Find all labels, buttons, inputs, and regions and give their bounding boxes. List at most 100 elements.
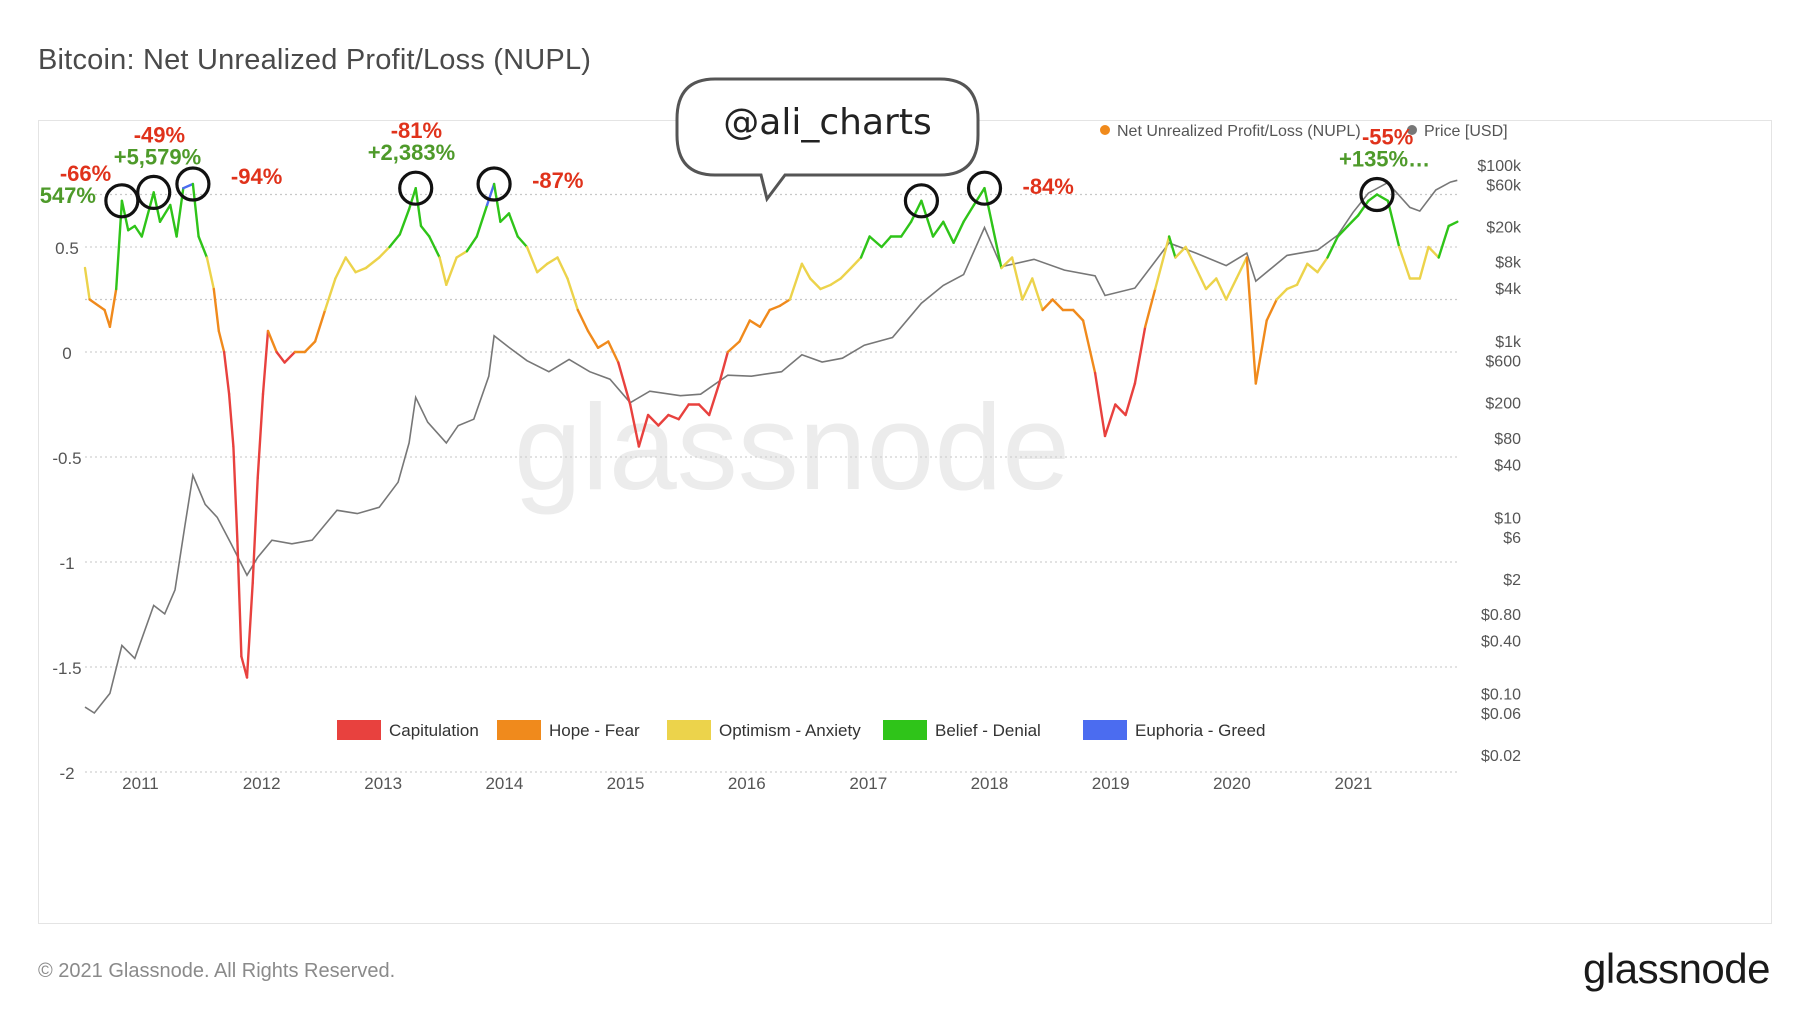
nupl-segment: [364, 256, 381, 270]
nupl-segment: [455, 249, 469, 259]
nupl-segment: [485, 182, 496, 207]
nupl-segment: [1021, 277, 1034, 301]
nupl-segment: [819, 283, 832, 291]
nupl-segment: [261, 329, 270, 396]
y-left-tick-label: -1.5: [52, 659, 81, 678]
nupl-segment: [256, 392, 265, 480]
y-right-tick-label: $40: [1494, 457, 1521, 474]
nupl-segment: [212, 287, 221, 333]
nupl-segment: [1051, 298, 1065, 312]
nupl-segment: [800, 262, 812, 280]
nupl-segment: [1254, 319, 1268, 385]
nupl-segment: [809, 277, 822, 291]
nupl-segment: [1447, 220, 1459, 228]
nupl-segment: [334, 256, 347, 280]
nupl-segment: [667, 413, 680, 421]
nupl-segment: [778, 298, 792, 308]
y-right-tick-label: $0.10: [1481, 686, 1521, 703]
x-tick-label: 2011: [122, 774, 159, 793]
nupl-segment: [378, 245, 391, 259]
x-tick-label: 2014: [485, 774, 523, 793]
nupl-segment: [697, 403, 711, 417]
nupl-segment: [140, 191, 155, 238]
nupl-segment: [222, 350, 231, 396]
legend-swatch: [667, 720, 711, 740]
nupl-segment: [438, 256, 448, 287]
nupl-segment: [657, 413, 670, 427]
nupl-segment: [232, 445, 239, 543]
nupl-segment: [1041, 298, 1054, 312]
nupl-segment: [1093, 371, 1107, 438]
nupl-segment: [1184, 245, 1198, 270]
nupl-segment: [354, 266, 368, 274]
y-right-tick-label: $0.02: [1481, 748, 1521, 765]
nupl-segment: [1071, 308, 1085, 322]
nupl-segment: [1285, 283, 1299, 291]
peak-annotation-label: -87%: [532, 168, 583, 193]
nupl-segment: [566, 277, 579, 312]
peak-annotation-label: -81%: [391, 121, 442, 143]
y-right-tick-label: $0.40: [1481, 633, 1521, 650]
y-right-tick-label: $600: [1485, 354, 1521, 371]
nupl-segment: [900, 220, 913, 238]
nupl-segment: [586, 329, 600, 350]
legend-label-price: Price [USD]: [1424, 123, 1508, 140]
nupl-segment: [313, 308, 327, 343]
nupl-segment: [1316, 256, 1329, 274]
nupl-segment: [952, 220, 965, 245]
legend-dot-nupl: [1100, 125, 1110, 135]
legend-label: Euphoria - Greed: [1135, 721, 1265, 740]
nupl-segment: [445, 256, 458, 287]
peak-circle-marker: [136, 174, 172, 211]
nupl-segment: [1174, 245, 1187, 259]
nupl-segment: [1215, 277, 1228, 301]
nupl-segment: [1326, 235, 1340, 259]
peak-circle-marker: [903, 183, 940, 219]
y-left-tick-label: -2: [59, 764, 74, 783]
y-right-tick-label: $8k: [1495, 255, 1522, 272]
nupl-segment: [1265, 298, 1278, 322]
nupl-segment: [158, 203, 172, 224]
nupl-segment: [677, 403, 690, 421]
nupl-chart: glassnode 0.5 0 -0.5 -1 -1.5 -2 $100k $60k $20k $…: [39, 121, 1522, 793]
nupl-segment: [556, 256, 569, 280]
nupl-segment: [275, 350, 286, 364]
nupl-segment: [768, 304, 782, 312]
peak-circle-marker: [966, 170, 1003, 206]
nupl-segment: [283, 350, 297, 364]
nupl-segment: [1031, 277, 1044, 312]
peak-annotation-label: -49%: [134, 122, 185, 147]
y-right-tick-label: $4k: [1495, 281, 1522, 298]
y-left-tick-label: 0: [62, 344, 71, 363]
nupl-segment: [718, 350, 729, 385]
nupl-segment: [758, 308, 771, 329]
x-tick-label: 2020: [1213, 774, 1251, 793]
peak-annotation-label: -55%: [1362, 125, 1413, 150]
nupl-segment: [991, 224, 1003, 270]
y-right-tick-label: $0.06: [1481, 706, 1521, 723]
peak-annotation-label: -66%: [60, 161, 111, 186]
nupl-segment: [169, 203, 178, 238]
x-tick-label: 2016: [728, 774, 766, 793]
nupl-segment: [428, 235, 441, 259]
nupl-segment: [83, 266, 91, 301]
nupl-segment: [596, 340, 610, 350]
nupl-segment: [546, 256, 559, 266]
x-tick-label: 2013: [364, 774, 402, 793]
peak-circle-marker: [175, 166, 211, 202]
peak-annotation-label: +547%: [39, 183, 96, 208]
nupl-segment: [1418, 245, 1430, 280]
nupl-segment: [1000, 256, 1014, 270]
y-right-tick-label: $100k: [1477, 158, 1522, 175]
nupl-segment: [108, 287, 118, 329]
nupl-segment: [1367, 193, 1379, 203]
nupl-segment: [1356, 199, 1370, 217]
nupl-segment: [1153, 235, 1171, 291]
nupl-segment: [1336, 224, 1350, 238]
nupl-segment: [1143, 287, 1157, 329]
nupl-segment: [829, 277, 842, 287]
peak-annotation-label: +2,383%: [368, 140, 455, 165]
nupl-segment: [909, 199, 923, 224]
nupl-segment: [398, 207, 411, 236]
nupl-segment: [1114, 403, 1127, 417]
